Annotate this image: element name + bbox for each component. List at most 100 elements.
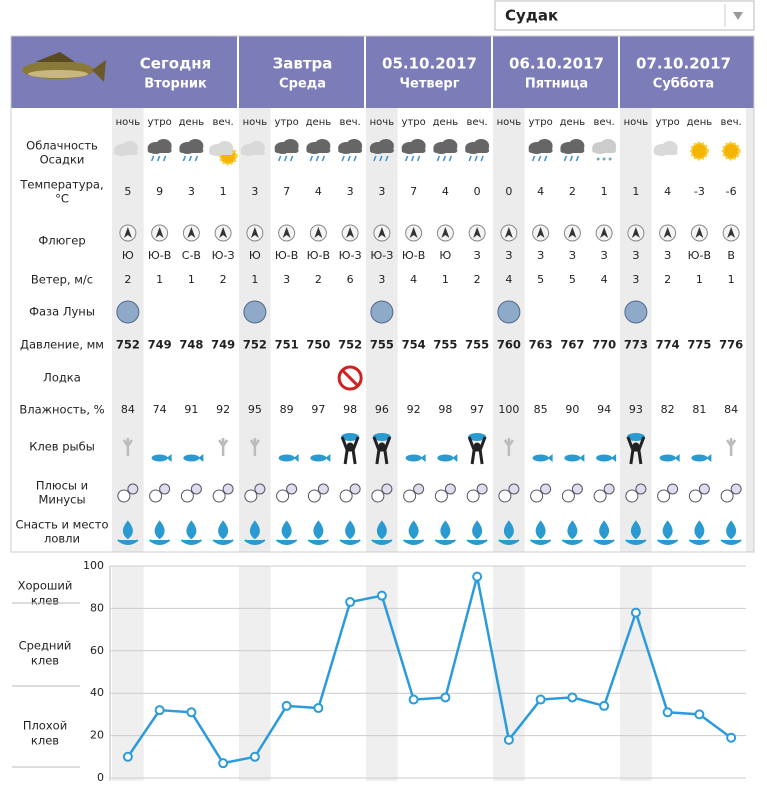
wind-direction: Ю-В bbox=[688, 249, 711, 262]
temperature: 5 bbox=[124, 185, 131, 198]
wind-direction: В bbox=[727, 249, 735, 262]
line-series bbox=[126, 576, 732, 765]
humidity: 81 bbox=[692, 403, 706, 416]
rain bbox=[353, 155, 357, 162]
fish-icon bbox=[372, 433, 391, 441]
fish-icon bbox=[579, 454, 585, 462]
humidity: 98 bbox=[343, 403, 357, 416]
row-label: Флюгер bbox=[38, 234, 85, 248]
time-label: день bbox=[560, 117, 586, 128]
column-bg bbox=[620, 108, 652, 552]
fish-icon bbox=[325, 454, 331, 462]
plus-icon bbox=[444, 483, 456, 495]
column-bg bbox=[429, 108, 462, 552]
temperature: 1 bbox=[632, 185, 639, 198]
wind-speed: 4 bbox=[505, 273, 512, 286]
minus-icon bbox=[720, 489, 734, 503]
dropdown[interactable] bbox=[494, 0, 755, 31]
vane-arrow bbox=[727, 227, 736, 238]
fisher bbox=[473, 442, 481, 450]
line-point bbox=[535, 694, 546, 705]
humidity: 100 bbox=[498, 403, 519, 416]
weather-icon bbox=[401, 139, 426, 162]
y-tick-label: 0 bbox=[97, 771, 104, 781]
humidity: 95 bbox=[248, 403, 262, 416]
snow bbox=[608, 157, 612, 161]
plus-icon bbox=[317, 483, 329, 495]
wind-direction: Ю bbox=[249, 249, 261, 262]
row-label: Фаза Луны bbox=[29, 305, 95, 319]
row-label: Влажность, % bbox=[19, 403, 104, 417]
wind-direction: Ю-В bbox=[275, 249, 298, 262]
pressure: 749 bbox=[148, 338, 172, 352]
time-label: веч. bbox=[594, 117, 615, 128]
humidity: 94 bbox=[597, 403, 611, 416]
line-point bbox=[440, 692, 451, 703]
minus-icon bbox=[498, 489, 512, 503]
weather-icon bbox=[209, 141, 238, 166]
plus-icon bbox=[159, 483, 171, 495]
cloud bbox=[401, 148, 426, 153]
wind-speed: 1 bbox=[728, 273, 735, 286]
column-bg bbox=[302, 108, 335, 552]
minus-icon bbox=[244, 489, 258, 503]
minus-icon bbox=[466, 489, 480, 503]
fish-icon bbox=[691, 454, 708, 462]
cloud bbox=[306, 148, 331, 153]
weather-icon bbox=[528, 139, 553, 162]
gear-icon bbox=[593, 520, 615, 545]
column-bg bbox=[683, 566, 716, 781]
plus-icon bbox=[476, 483, 488, 495]
rain bbox=[537, 155, 542, 162]
humidity: 84 bbox=[724, 403, 738, 416]
column-bg bbox=[207, 566, 239, 781]
pressure: 754 bbox=[402, 338, 426, 352]
cloud bbox=[465, 148, 490, 153]
time-label: утро bbox=[148, 117, 172, 128]
column-bg bbox=[461, 566, 493, 781]
pressure: 770 bbox=[592, 338, 616, 352]
y-tick-label: 100 bbox=[83, 559, 104, 572]
column-bg bbox=[270, 566, 303, 781]
minus-icon bbox=[625, 489, 639, 503]
rain bbox=[321, 155, 326, 162]
y-tick-label: 20 bbox=[90, 729, 104, 742]
vane-arrow bbox=[568, 227, 577, 238]
gear-icon bbox=[657, 520, 679, 545]
humidity: 97 bbox=[311, 403, 325, 416]
wind-speed: 2 bbox=[124, 273, 131, 286]
humidity: 98 bbox=[438, 403, 452, 416]
fish-icon bbox=[626, 433, 645, 441]
line-point bbox=[376, 590, 387, 601]
hook-icon bbox=[726, 438, 737, 456]
time-label: ночь bbox=[624, 117, 649, 128]
minus-icon bbox=[657, 489, 671, 503]
temperature: 1 bbox=[220, 185, 227, 198]
zone-label: Средний bbox=[19, 639, 72, 653]
zone-label: клев bbox=[31, 734, 59, 748]
column-bg bbox=[270, 108, 303, 552]
pressure: 773 bbox=[624, 338, 648, 352]
day-weekday: Пятница bbox=[525, 77, 588, 92]
line-point bbox=[249, 751, 260, 762]
minus-icon bbox=[593, 489, 607, 503]
pressure: 776 bbox=[719, 338, 743, 352]
fisher bbox=[372, 436, 392, 465]
wind-direction: Ю-З bbox=[339, 249, 362, 262]
fish-icon bbox=[183, 454, 200, 462]
gear-icon bbox=[720, 520, 742, 545]
fish-icon bbox=[532, 454, 549, 462]
zone-label: клев bbox=[31, 654, 59, 668]
time-label: веч. bbox=[467, 117, 488, 128]
temperature: 7 bbox=[410, 185, 417, 198]
cloud bbox=[433, 148, 458, 153]
day-date: Сегодня bbox=[140, 55, 211, 73]
rain bbox=[341, 155, 345, 162]
gear-icon bbox=[212, 520, 234, 545]
row-label: Облачность bbox=[26, 139, 98, 153]
day-weekday: Суббота bbox=[653, 77, 714, 92]
hook-icon bbox=[249, 438, 260, 456]
temperature: 9 bbox=[156, 185, 163, 198]
column-bg bbox=[620, 566, 652, 781]
gear-icon bbox=[339, 520, 361, 545]
